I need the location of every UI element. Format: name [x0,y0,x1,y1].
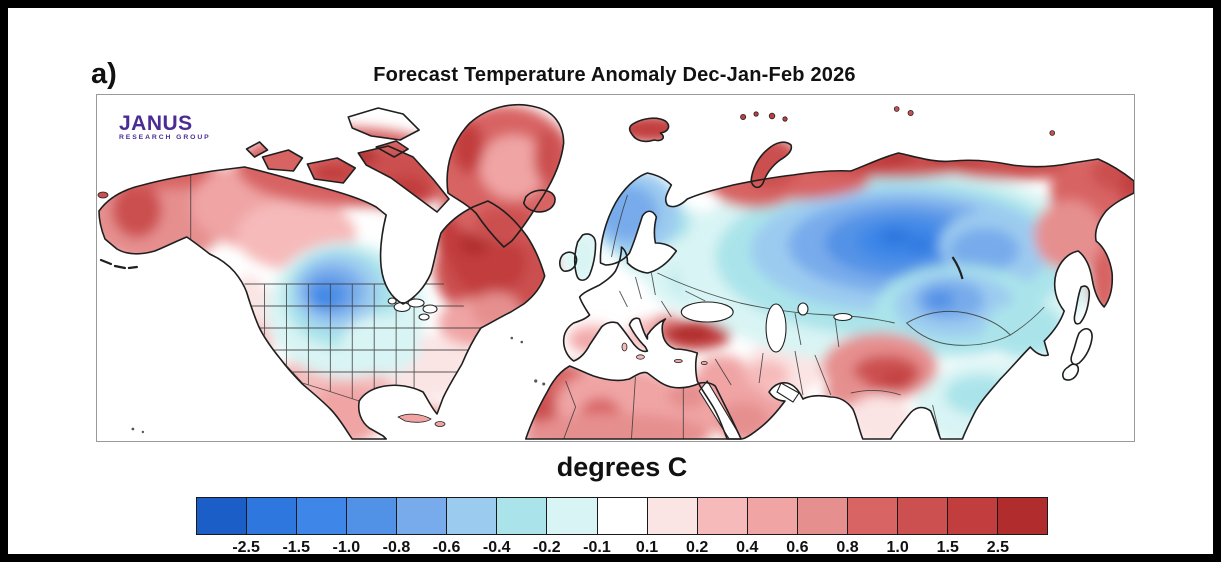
colorbar-cell [197,498,248,534]
colorbar-cell [998,498,1048,534]
colorbar-ticks: -2.5 -1.5 -1.0 -0.8 -0.6 -0.4 -0.2 -0.1 0.1 0.2 0.… [196,539,1048,559]
colorbar-tick: 1.5 [936,539,959,556]
janus-logo-wordmark: JANUS [119,112,193,135]
colorbar-tick: -0.2 [533,539,561,556]
colorbar-cell [647,498,698,534]
colorbar-cell [447,498,498,534]
colorbar-tick: -0.6 [432,539,461,556]
map-panel: JANUS RESEARCH GROUP [96,94,1135,442]
colorbar-tick: 1.0 [886,539,909,556]
figure-title: Forecast Temperature Anomaly Dec-Jan-Feb… [373,64,856,86]
colorbar-tick: -0.1 [583,539,611,556]
colorbar-tick: -1.5 [282,539,311,556]
colorbar-tick: 0.4 [736,539,759,556]
colorbar-tick: 2.5 [986,539,1009,556]
colorbar-tick: 0.6 [786,539,809,556]
colorbar-tick: -0.8 [382,539,411,556]
colorbar-cell [397,498,448,534]
colorbar-cell [297,498,348,534]
colorbar-cell [747,498,798,534]
colorbar-cell [797,498,848,534]
colorbar-cell [497,498,548,534]
janus-logo-subtitle: RESEARCH GROUP [119,134,211,141]
colorbar-label: degrees C [556,452,688,482]
colorbar-cell [847,498,898,534]
colorbar-tick: 0.8 [836,539,859,556]
colorbar-tick: 0.1 [635,539,659,556]
colorbar-cell [547,498,598,534]
colorbar [196,497,1048,535]
panel-label: a) [91,58,117,90]
colorbar-tick: -2.5 [232,539,260,556]
colorbar-cell [947,498,998,534]
colorbar-tick: -0.4 [482,539,511,556]
colorbar-cell [247,498,298,534]
colorbar-cell [347,498,398,534]
colorbar-tick: 0.2 [686,539,709,556]
colorbar-tick: -1.0 [332,539,361,556]
janus-logo: JANUS RESEARCH GROUP [119,113,211,142]
colorbar-cell [897,498,948,534]
anomaly-map [97,103,1134,440]
colorbar-cell [597,498,648,534]
colorbar-cell [697,498,748,534]
